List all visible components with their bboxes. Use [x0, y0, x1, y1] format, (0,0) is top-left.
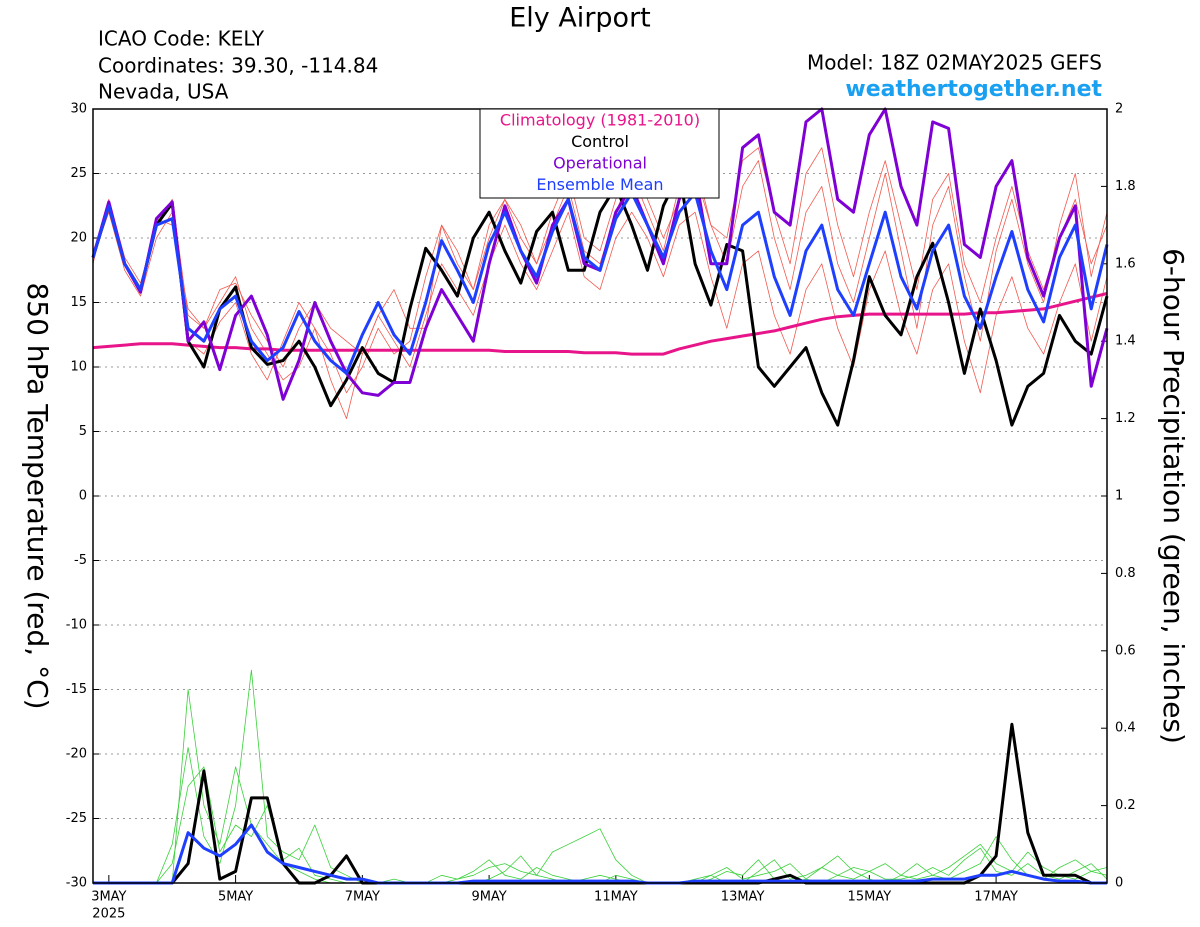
legend-entry: Operational — [553, 154, 647, 173]
y2-tick-label: 1.6 — [1115, 256, 1136, 271]
series-line — [92, 147, 1108, 368]
legend-entry: Ensemble Mean — [536, 175, 663, 194]
y2-tick-label: 0.6 — [1115, 643, 1136, 658]
y-tick-label: 5 — [79, 424, 87, 439]
x-tick-label: 11MAY — [594, 890, 638, 905]
y2-tick-label: 1.8 — [1115, 179, 1136, 194]
y2-tick-label: 2 — [1115, 102, 1123, 117]
y2-tick-label: 0.2 — [1115, 798, 1136, 813]
site: weathertogether.net — [845, 77, 1102, 102]
series-line — [91, 172, 1109, 427]
y-tick-label: -25 — [66, 811, 87, 826]
series-line — [93, 669, 1108, 884]
y2-tick-label: 1 — [1115, 489, 1123, 504]
y2-tick-label: 1.4 — [1115, 334, 1136, 349]
legend-entry: Control — [571, 132, 629, 151]
y2-tick-label: 0.8 — [1115, 566, 1136, 581]
y2-tick-label: 0.4 — [1115, 721, 1136, 736]
y-tick-label: 30 — [70, 102, 87, 117]
series-line — [92, 211, 1108, 419]
series-line — [93, 722, 1107, 885]
y2-tick-label: 1.2 — [1115, 411, 1136, 426]
legend: Climatology (1981-2010) Control Operationa… — [500, 111, 700, 195]
legend-box — [479, 108, 720, 199]
y-tick-label: -5 — [74, 553, 87, 568]
model: Model: 18Z 02MAY2025 GEFS — [807, 51, 1102, 75]
x-tick-label: 13MAY — [721, 890, 765, 905]
series-line — [92, 160, 1108, 394]
y2-axis-label: 6-hour Precipitation (green, inches) — [1157, 248, 1190, 744]
plot-area — [91, 107, 1109, 885]
x-tick-label: 15MAY — [848, 890, 892, 905]
series-line — [93, 689, 1108, 884]
y-tick-label: 10 — [70, 360, 87, 375]
icao: ICAO Code: KELY — [98, 27, 265, 51]
series-line — [92, 292, 1108, 356]
x-tick-label: 5MAY — [218, 890, 253, 905]
y-tick-label: 25 — [70, 166, 87, 181]
y-tick-label: 20 — [70, 231, 87, 246]
x-tick-label: 9MAY — [471, 890, 506, 905]
x-tick-label: 17MAY — [974, 890, 1018, 905]
plot-frame — [92, 108, 1108, 884]
y-tick-label: 0 — [79, 489, 87, 504]
y-tick-label: -30 — [66, 876, 87, 891]
y-axis-label: 850 hPa Temperature (red, °C) — [21, 282, 54, 709]
y-tick-label: -15 — [66, 682, 87, 697]
x-tick-label: 3MAY — [91, 890, 126, 905]
year-label: 2025 — [92, 907, 125, 922]
x-tick-label: 7MAY — [345, 890, 380, 905]
coords: Coordinates: 39.30, -114.84 — [98, 54, 378, 78]
series-line — [91, 191, 1109, 375]
y-tick-label: -10 — [66, 618, 87, 633]
chart-title: Ely Airport — [509, 3, 651, 34]
y-tick-label: -20 — [66, 747, 87, 762]
region: Nevada, USA — [98, 80, 229, 104]
y-tick-label: 15 — [70, 295, 87, 310]
y2-tick-label: 0 — [1115, 876, 1123, 891]
legend-entry: Climatology (1981-2010) — [500, 111, 700, 130]
series-line — [93, 823, 1107, 885]
